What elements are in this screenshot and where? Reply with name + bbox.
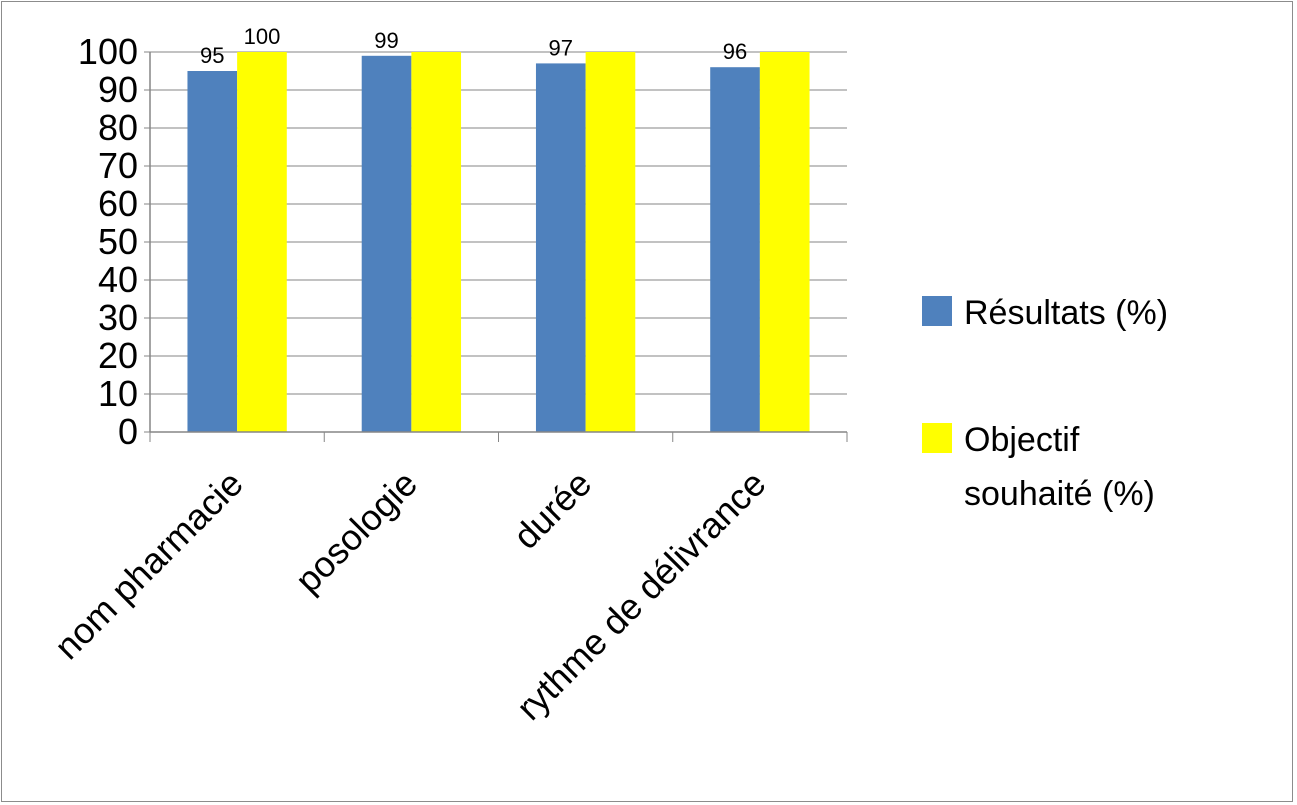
axes (144, 51, 848, 442)
legend-label: Objectif souhaité (%) (964, 421, 1155, 513)
x-category-label: posologie (287, 463, 425, 601)
bar-resultats-2 (361, 55, 412, 433)
y-tick-label: 70 (98, 145, 138, 186)
y-tick-label: 90 (98, 69, 138, 110)
bar-objectif-2 (411, 52, 462, 432)
bar-resultats-3 (535, 63, 586, 433)
legend-swatch (922, 296, 952, 326)
x-category-label: durée (505, 463, 599, 557)
y-tick-label: 50 (98, 221, 138, 262)
legend: Résultats (%) Objectif souhaité (%) (922, 294, 1168, 513)
y-tick-label: 80 (98, 107, 138, 148)
data-label: 100 (244, 24, 281, 49)
legend-label: Résultats (%) (964, 294, 1168, 332)
y-tick-label: 10 (98, 373, 138, 414)
y-tick-label: 40 (98, 259, 138, 300)
y-tick-label: 0 (118, 411, 138, 452)
bar-objectif-4 (759, 52, 810, 432)
bar-resultats-1 (187, 71, 238, 432)
x-category-label: nom pharmacie (46, 463, 250, 667)
y-tick-label: 30 (98, 297, 138, 338)
bar-objectif-3 (585, 52, 636, 432)
bar-resultats-4 (710, 67, 760, 432)
data-label: 95 (200, 43, 224, 68)
bars (187, 52, 810, 433)
legend-swatch (922, 423, 952, 453)
data-labels: 95 100 99 97 96 (200, 24, 747, 68)
data-label: 99 (374, 28, 398, 53)
bar-objectif-1 (237, 52, 287, 432)
data-label: 97 (549, 35, 573, 60)
y-tick-label: 60 (98, 183, 138, 224)
y-tick-label: 100 (78, 31, 138, 72)
y-tick-label: 20 (98, 335, 138, 376)
data-label: 96 (723, 39, 747, 64)
